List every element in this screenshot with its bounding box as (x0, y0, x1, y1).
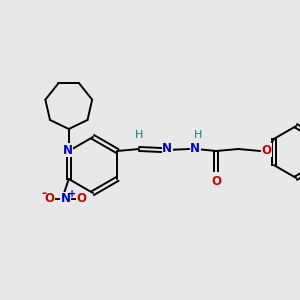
Text: +: + (68, 189, 76, 199)
Text: N: N (162, 142, 172, 155)
Text: N: N (190, 142, 200, 154)
Text: N: N (61, 193, 71, 206)
Text: O: O (77, 193, 87, 206)
Text: O: O (211, 175, 221, 188)
Text: N: N (63, 143, 73, 157)
Text: -: - (41, 187, 46, 200)
Text: O: O (45, 193, 55, 206)
Text: H: H (194, 130, 202, 140)
Text: O: O (261, 143, 271, 157)
Text: H: H (135, 130, 143, 140)
